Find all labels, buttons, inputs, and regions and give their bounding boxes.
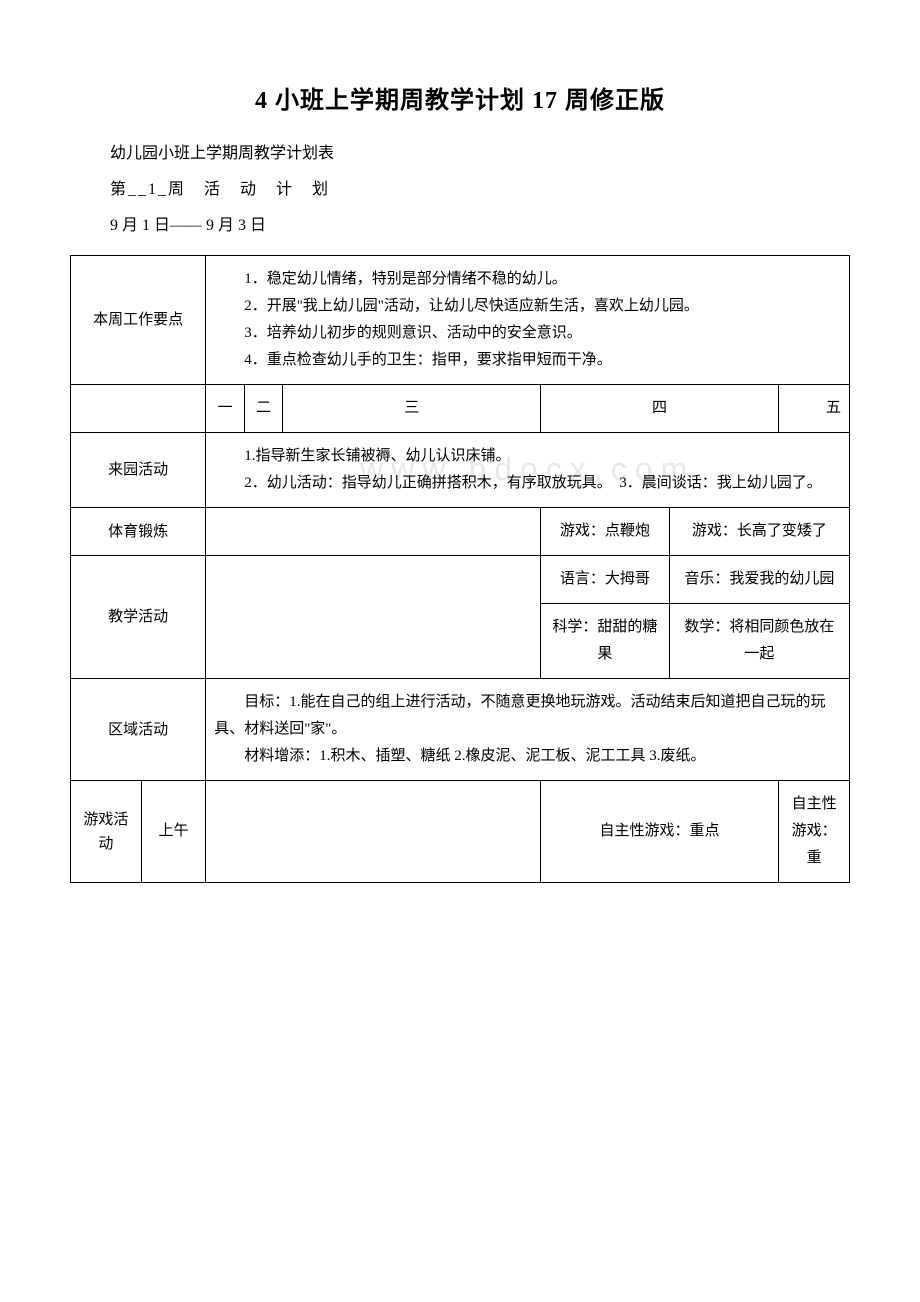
subtitle: 幼儿园小班上学期周教学计划表 [110, 139, 850, 163]
weekpoints-content: 1．稳定幼儿情绪，特别是部分情绪不稳的幼儿。 2．开展"我上幼儿园"活动，让幼儿… [206, 256, 850, 385]
game-label-2: 上午 [141, 781, 205, 883]
arrival-label: 来园活动 [71, 433, 206, 508]
game-label-1: 游戏活动 [71, 781, 142, 883]
plan-table: 本周工作要点 1．稳定幼儿情绪，特别是部分情绪不稳的幼儿。 2．开展"我上幼儿园… [70, 255, 850, 883]
weekpoints-line-3: 3．培养幼儿初步的规则意识、活动中的安全意识。 [214, 320, 841, 347]
day-header-2: 二 [244, 385, 283, 433]
teaching-label: 教学活动 [71, 556, 206, 679]
day-header-1: 一 [206, 385, 245, 433]
sports-row: 体育锻炼 游戏：点鞭炮 游戏：长高了变矮了 [71, 508, 850, 556]
teaching-r1-col5: 音乐：我爱我的幼儿园 [669, 556, 849, 604]
arrival-row: 来园活动 www.bdocx.com 1.指导新生家长铺被褥、幼儿认识床铺。 2… [71, 433, 850, 508]
teaching-empty [206, 556, 541, 679]
game-col5: 自主性游戏：重 [779, 781, 850, 883]
sports-col4: 游戏：点鞭炮 [540, 508, 669, 556]
area-text-2: 材料增添：1.积木、插塑、糖纸 2.橡皮泥、泥工板、泥工工具 3.废纸。 [214, 743, 841, 770]
sports-label: 体育锻炼 [71, 508, 206, 556]
game-col4: 自主性游戏：重点 [540, 781, 778, 883]
weekpoints-label: 本周工作要点 [71, 256, 206, 385]
day-header-3: 三 [283, 385, 541, 433]
area-content: 目标：1.能在自己的组上进行活动，不随意更换地玩游戏。活动结束后知道把自己玩的玩… [206, 679, 850, 781]
area-text-1: 目标：1.能在自己的组上进行活动，不随意更换地玩游戏。活动结束后知道把自己玩的玩… [214, 689, 841, 743]
teaching-r2-col4: 科学：甜甜的糖果 [540, 604, 669, 679]
teaching-r1-col4: 语言：大拇哥 [540, 556, 669, 604]
area-label: 区域活动 [71, 679, 206, 781]
page-title: 4 小班上学期周教学计划 17 周修正版 [70, 80, 850, 115]
day-header-4: 四 [540, 385, 778, 433]
day-header-empty [71, 385, 206, 433]
arrival-line-1: 1.指导新生家长铺被褥、幼儿认识床铺。 [214, 443, 841, 470]
game-row: 游戏活动 上午 自主性游戏：重点 自主性游戏：重 [71, 781, 850, 883]
weekpoints-row: 本周工作要点 1．稳定幼儿情绪，特别是部分情绪不稳的幼儿。 2．开展"我上幼儿园… [71, 256, 850, 385]
date-line: 9 月 1 日—— 9 月 3 日 [110, 211, 850, 235]
arrival-line-2: 2．幼儿活动：指导幼儿正确拼搭积木，有序取放玩具。 3．晨间谈话：我上幼儿园了。 [214, 470, 841, 497]
week-line: 第__1_周 活 动 计 划 [110, 175, 850, 199]
weekpoints-line-2: 2．开展"我上幼儿园"活动，让幼儿尽快适应新生活，喜欢上幼儿园。 [214, 293, 841, 320]
day-header-5: 五 [779, 385, 850, 433]
area-row: 区域活动 目标：1.能在自己的组上进行活动，不随意更换地玩游戏。活动结束后知道把… [71, 679, 850, 781]
weekpoints-line-1: 1．稳定幼儿情绪，特别是部分情绪不稳的幼儿。 [214, 266, 841, 293]
sports-empty [206, 508, 541, 556]
arrival-content: www.bdocx.com 1.指导新生家长铺被褥、幼儿认识床铺。 2．幼儿活动… [206, 433, 850, 508]
day-header-row: 一 二 三 四 五 [71, 385, 850, 433]
teaching-row-1: 教学活动 语言：大拇哥 音乐：我爱我的幼儿园 [71, 556, 850, 604]
weekpoints-line-4: 4．重点检查幼儿手的卫生：指甲，要求指甲短而干净。 [214, 347, 841, 374]
teaching-r2-col5: 数学：将相同颜色放在一起 [669, 604, 849, 679]
sports-col5: 游戏：长高了变矮了 [669, 508, 849, 556]
game-empty [206, 781, 541, 883]
